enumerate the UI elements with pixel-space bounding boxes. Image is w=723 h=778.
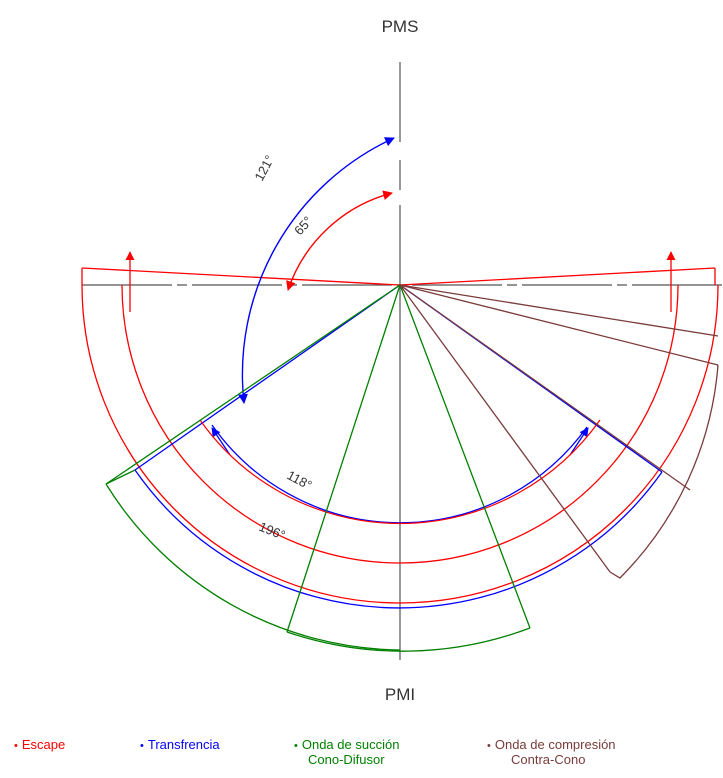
legend-transfer: • Transfrencia — [140, 738, 220, 753]
legend-sublabel: Cono-Difusor — [308, 752, 385, 767]
pmi-label: PMI — [385, 685, 415, 704]
suction-sector — [105, 284, 531, 652]
legend-label: Escape — [21, 737, 66, 752]
red-bottom-angle-label: 196° — [257, 519, 288, 543]
legend-label: Onda de compresión — [494, 737, 616, 752]
transfer-sector — [134, 284, 663, 609]
timing-diagram: 121° 65° 118° 196° PMS PMI — [81, 17, 723, 704]
blue-top-angle-arc — [238, 137, 395, 404]
transfer-right-arrow — [569, 427, 589, 456]
compression-sector — [399, 284, 719, 579]
legend-label: Onda de succión — [301, 737, 400, 752]
legend-bullet: • — [14, 740, 18, 752]
legend-bullet: • — [140, 740, 144, 752]
legend-label: Transfrencia — [147, 737, 220, 752]
legend-escape: • Escape — [14, 738, 65, 753]
legend-bullet: • — [294, 740, 298, 752]
legend: • Escape • Transfrencia • Onda de succión C… — [0, 736, 723, 778]
legend-bullet: • — [487, 740, 491, 752]
escape-inner-arc — [199, 419, 601, 525]
transfer-left-arrow — [211, 427, 231, 456]
blue-top-angle-label: 121° — [251, 153, 277, 184]
legend-suction: • Onda de succión Cono-Difusor — [294, 738, 399, 767]
legend-compression: • Onda de compresión Contra-Cono — [487, 738, 616, 767]
legend-sublabel: Contra-Cono — [511, 752, 586, 767]
pms-label: PMS — [382, 17, 419, 36]
blue-bottom-angle-label: 118° — [285, 467, 315, 492]
